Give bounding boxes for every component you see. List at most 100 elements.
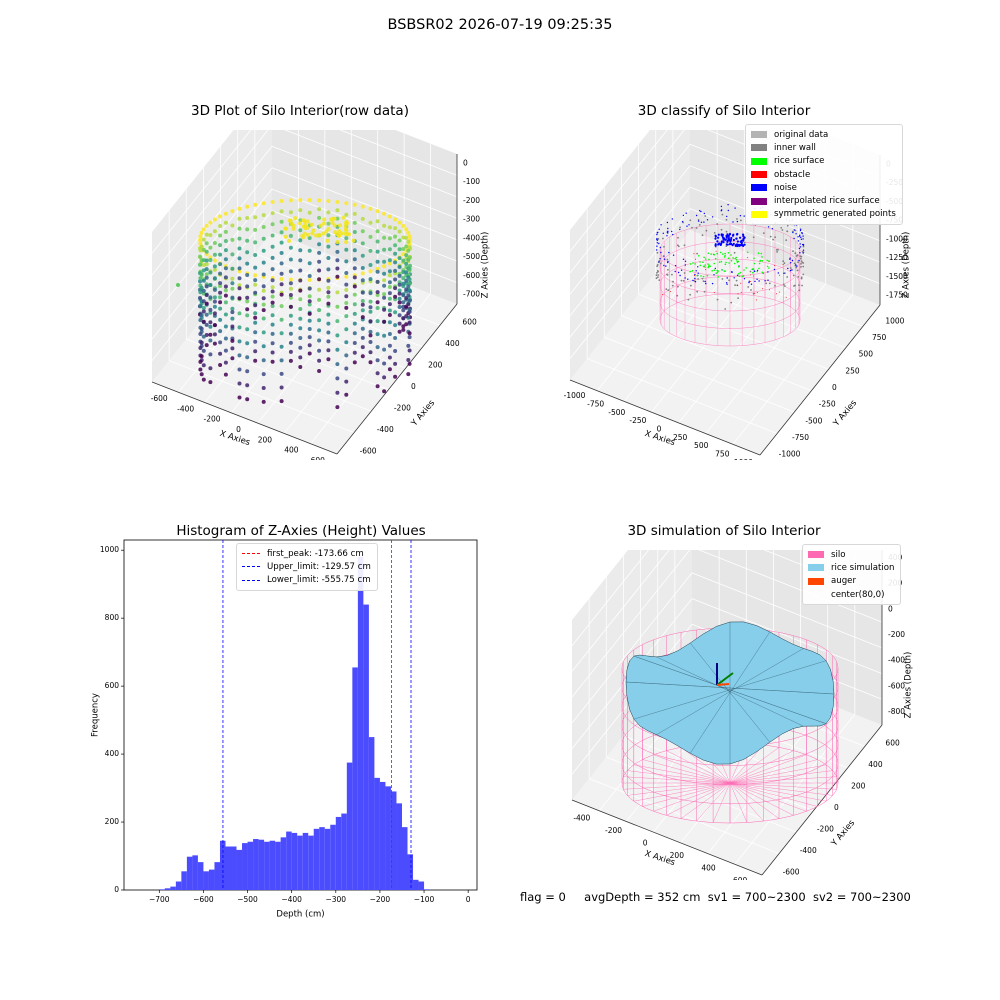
raw-data-point — [245, 299, 250, 304]
z-axis-label: Z Axies (Depth) — [904, 652, 914, 719]
raw-data-point — [360, 271, 365, 276]
silo-floor-spoke — [633, 764, 731, 784]
raw-data-point — [208, 320, 213, 325]
classified-point — [695, 270, 697, 272]
classified-point — [751, 268, 754, 270]
legend-entry: silo — [808, 548, 894, 561]
grid-line — [571, 550, 670, 672]
classified-point — [743, 241, 746, 244]
classified-point — [687, 298, 690, 301]
classified-point — [656, 251, 659, 254]
z-tick-label: -600 — [463, 271, 480, 280]
raw-data-point — [343, 224, 348, 228]
classified-point — [714, 237, 717, 240]
classified-point — [739, 215, 742, 217]
histogram-bar — [214, 862, 220, 890]
raw-data-point — [237, 246, 242, 251]
silo-floor-spoke — [666, 750, 731, 784]
raw-data-point — [218, 290, 223, 295]
raw-data-point — [397, 238, 402, 243]
classified-point — [789, 267, 792, 269]
classified-point — [694, 281, 697, 283]
classified-point — [772, 238, 774, 241]
raw-data-point — [368, 277, 373, 282]
classified-point — [702, 265, 705, 268]
raw-data-point — [298, 355, 303, 360]
raw-data-point — [201, 237, 206, 242]
classified-point — [695, 227, 698, 229]
raw-data-point — [218, 224, 223, 228]
classified-point — [734, 257, 736, 260]
raw-data-point — [375, 249, 380, 254]
z-tick-label: -1500 — [886, 272, 908, 281]
classified-point — [700, 275, 702, 277]
classified-point — [733, 277, 735, 279]
raw-data-point — [245, 295, 250, 300]
legend-line-swatch — [242, 566, 260, 568]
classified-point — [679, 226, 681, 229]
raw-data-point — [237, 269, 242, 274]
classified-point — [716, 240, 719, 243]
raw-data-point — [311, 228, 316, 233]
classified-point — [656, 232, 658, 234]
classified-point — [711, 270, 713, 272]
classified-point — [671, 273, 673, 276]
raw-data-point — [401, 281, 406, 286]
raw-data-point — [404, 322, 409, 327]
z-tick-label: -700 — [463, 290, 480, 299]
raw-data-point — [406, 343, 411, 348]
silo-wire-ring — [659, 293, 801, 347]
raw-data-point — [223, 324, 228, 329]
classified-point — [797, 240, 800, 242]
raw-data-point — [406, 284, 411, 289]
back-pane — [272, 130, 457, 304]
grid-line — [271, 188, 458, 262]
classified-point — [753, 262, 756, 265]
raw-data-point — [368, 234, 373, 239]
raw-data-point — [307, 236, 312, 240]
classified-point — [728, 243, 731, 246]
classified-point — [684, 277, 686, 279]
raw-data-point — [344, 340, 349, 345]
raw-data-point — [199, 313, 204, 318]
raw-data-point — [279, 399, 284, 404]
raw-data-point — [382, 375, 387, 380]
classified-point — [655, 274, 658, 277]
grid-line — [571, 572, 693, 724]
panel2-title: 3D classify of Silo Interior — [637, 103, 811, 119]
raw-data-point — [212, 267, 217, 272]
raw-data-point — [198, 332, 203, 336]
raw-data-point — [279, 385, 284, 390]
silo-floor-spoke — [729, 750, 794, 784]
grid-line — [569, 186, 691, 338]
raw-points-group — [176, 198, 412, 410]
legend-line-swatch — [242, 579, 260, 581]
raw-data-point — [387, 273, 392, 278]
classified-point — [692, 279, 694, 282]
y-axis-line — [759, 304, 881, 456]
raw-data-point — [305, 225, 310, 230]
histogram-bar — [379, 781, 386, 890]
raw-data-point — [360, 278, 365, 283]
raw-data-point — [261, 308, 266, 313]
classified-point — [755, 299, 757, 301]
histogram-bar — [308, 835, 314, 890]
raw-data-point — [375, 219, 380, 224]
raw-data-point — [199, 285, 204, 290]
grid-line — [569, 144, 691, 295]
classified-point — [743, 215, 745, 217]
classified-point — [743, 243, 746, 246]
raw-data-point — [401, 223, 406, 228]
classified-point — [667, 261, 669, 264]
classified-point — [733, 262, 736, 265]
classified-point — [715, 250, 717, 252]
grid-line — [178, 242, 299, 393]
histogram-bar — [368, 737, 375, 890]
raw-data-point — [289, 221, 294, 226]
classified-point — [699, 261, 701, 263]
raw-data-point — [245, 250, 250, 255]
classified-point — [735, 237, 738, 240]
silo-floor-spoke — [729, 754, 807, 784]
raw-data-point — [375, 306, 380, 310]
classified-point — [754, 280, 756, 283]
